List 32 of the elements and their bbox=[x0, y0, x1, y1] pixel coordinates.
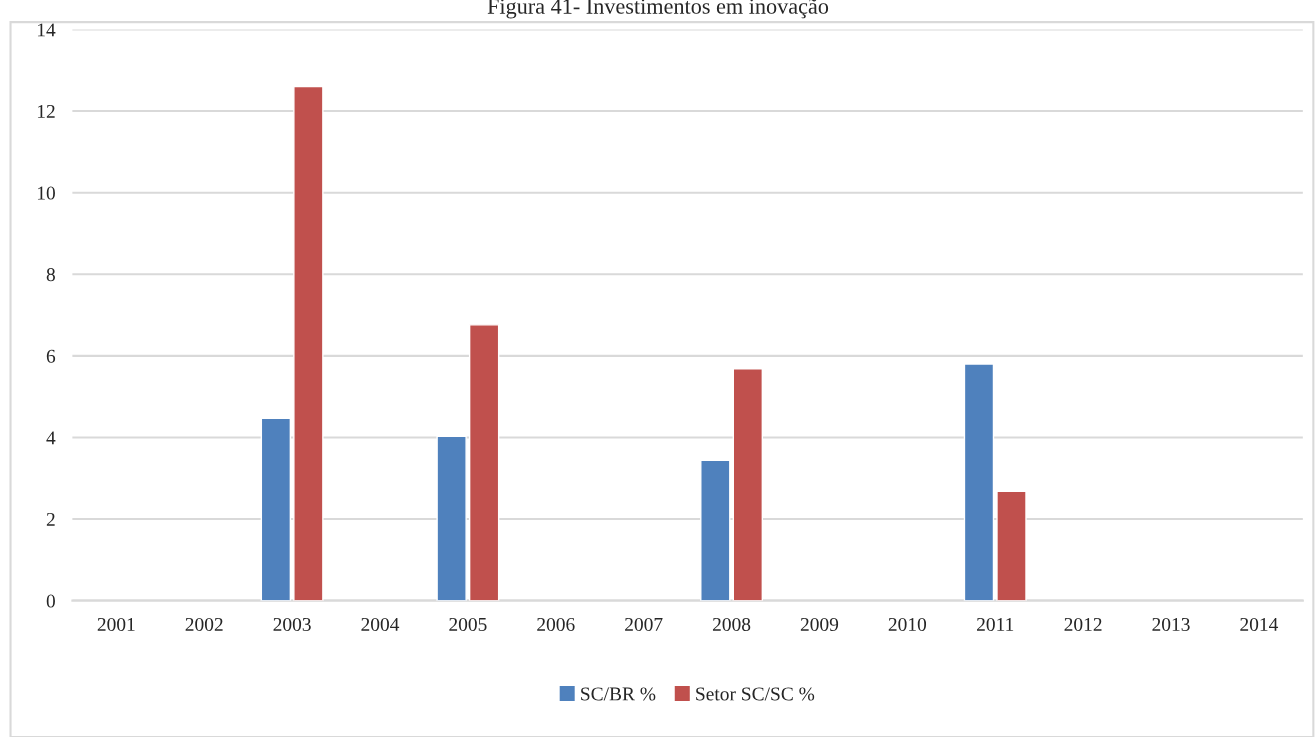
y-tick-label: 10 bbox=[37, 186, 55, 200]
y-tick-label: 14 bbox=[37, 23, 56, 37]
bar bbox=[700, 459, 731, 601]
x-tick-label: 2001 bbox=[97, 617, 135, 632]
y-tick-label: 0 bbox=[46, 594, 55, 608]
x-tick-label: 2010 bbox=[888, 617, 927, 632]
bar bbox=[732, 368, 764, 601]
bar bbox=[436, 435, 467, 601]
bar bbox=[963, 363, 995, 601]
x-tick-label: 2013 bbox=[1152, 617, 1190, 632]
legend-label: Setor SC/SC % bbox=[696, 687, 815, 701]
bar bbox=[293, 85, 324, 601]
legend-label: SC/BR % bbox=[581, 687, 656, 701]
y-tick-label: 2 bbox=[46, 512, 55, 526]
x-tick-label: 2005 bbox=[449, 617, 487, 632]
y-tick-label: 8 bbox=[46, 268, 55, 282]
x-tick-label: 2012 bbox=[1064, 617, 1102, 632]
y-tick-label: 6 bbox=[46, 349, 56, 363]
x-tick-label: 2006 bbox=[537, 617, 575, 632]
x-tick-label: 2008 bbox=[712, 617, 751, 632]
x-tick-label: 2014 bbox=[1240, 617, 1279, 632]
x-tick-label: 2007 bbox=[625, 617, 663, 632]
x-tick-label: 2009 bbox=[800, 617, 839, 632]
x-tick-label: 2003 bbox=[273, 617, 311, 632]
y-tick-label: 4 bbox=[46, 431, 56, 445]
bar bbox=[996, 490, 1027, 601]
x-tick-label: 2002 bbox=[185, 617, 223, 632]
y-tick-label: 12 bbox=[37, 104, 55, 118]
bar bbox=[260, 417, 292, 601]
x-tick-label: 2011 bbox=[977, 617, 1014, 632]
bar bbox=[468, 324, 500, 601]
x-tick-label: 2004 bbox=[361, 617, 400, 632]
